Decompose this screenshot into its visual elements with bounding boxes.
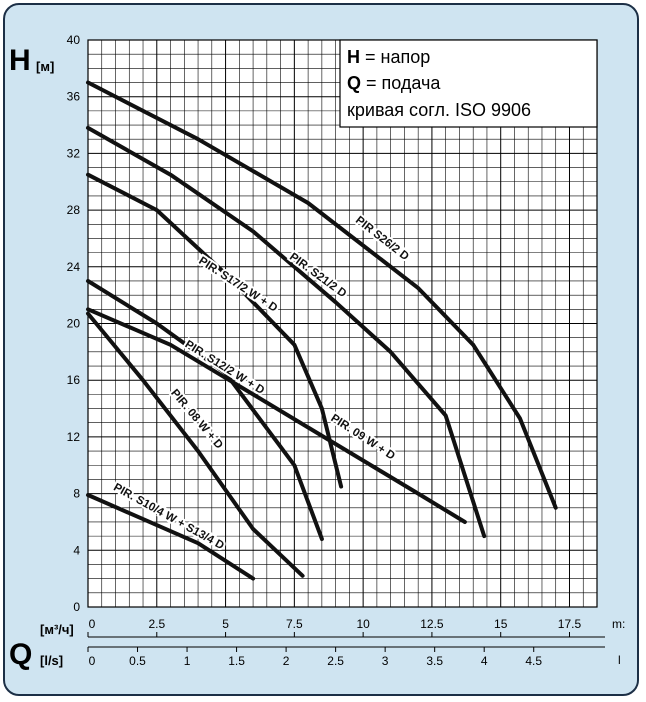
x-secondary-tick-label: 4.5 [525, 654, 542, 668]
x-primary-tick-label: 7.5 [286, 617, 303, 631]
series-line [86, 493, 256, 581]
legend-line-3: кривая согл. ISO 9906 [347, 100, 531, 120]
y-tick-label: 8 [73, 487, 80, 501]
x-primary-tick-label: 15 [494, 617, 508, 631]
x-secondary-tick-label: 2 [283, 654, 290, 668]
x-axis-symbol: Q [9, 638, 32, 671]
y-tick-label: 0 [73, 600, 80, 614]
legend-box [339, 39, 598, 128]
x-secondary-tick-label: 2.5 [327, 654, 344, 668]
x-primary-tick-label: 17.5 [558, 617, 582, 631]
y-tick-label: 32 [67, 146, 81, 160]
legend-line-2-text: = подача [361, 73, 441, 93]
x-secondary-tick-label: 0 [89, 654, 96, 668]
y-tick-label: 12 [67, 430, 81, 444]
y-tick-label: 4 [73, 543, 80, 557]
series-line [86, 172, 344, 489]
y-tick-labels: 0 4 8 12 16 20 24 28 32 36 40 [67, 33, 81, 614]
x-primary-tick-label: 10 [356, 617, 370, 631]
series-line [86, 307, 467, 524]
x-primary-tick-label: 12.5 [420, 617, 444, 631]
series-line [86, 279, 324, 541]
legend-line-1-text: = напор [360, 47, 430, 67]
x-primary-tick-label: 0 [89, 617, 96, 631]
y-tick-label: 24 [67, 260, 81, 274]
x-secondary-tick-label: 1 [184, 654, 191, 668]
x-primary-tick-label: 5 [222, 617, 229, 631]
legend-line-2: Q = подача [347, 73, 441, 93]
series-line [86, 311, 305, 578]
y-tick-label: 40 [67, 33, 81, 47]
legend-line-2-bold: Q [347, 73, 361, 93]
x-secondary-tick-label: 3 [382, 654, 389, 668]
x-secondary-tick-label: 4 [481, 654, 488, 668]
x-axis-primary-unit-suffix: m: [612, 617, 625, 631]
series-line [86, 125, 487, 539]
x-secondary-tick-label: 0.5 [129, 654, 146, 668]
legend-line-1-bold: H [347, 47, 360, 67]
y-axis-unit: [м] [36, 59, 54, 74]
legend: H = напор Q = подача кривая согл. ISO 99… [339, 39, 598, 128]
y-tick-label: 36 [67, 90, 81, 104]
x-axis-primary-unit: [м³/ч] [40, 622, 74, 637]
x-axis-secondary-unit: [l/s] [40, 653, 63, 668]
x-axis-secondary-unit-suffix: l [618, 653, 621, 667]
legend-line-1: H = напор [347, 47, 430, 67]
x-secondary-tick-label: 1.5 [228, 654, 245, 668]
y-tick-label: 20 [67, 317, 81, 331]
series-line [86, 80, 558, 510]
y-tick-label: 28 [67, 203, 81, 217]
x-primary-tick-label: 2.5 [148, 617, 165, 631]
x-secondary-tick-label: 3.5 [426, 654, 443, 668]
y-tick-label: 16 [67, 373, 81, 387]
series-lines [86, 80, 558, 581]
y-axis-symbol: H [9, 44, 31, 77]
x-axes: 0 2.5 5 7.5 10 12.5 15 17.5 0 0.5 1 1.5 2 2.5 3 3.5 4 4.5 [87, 617, 605, 668]
